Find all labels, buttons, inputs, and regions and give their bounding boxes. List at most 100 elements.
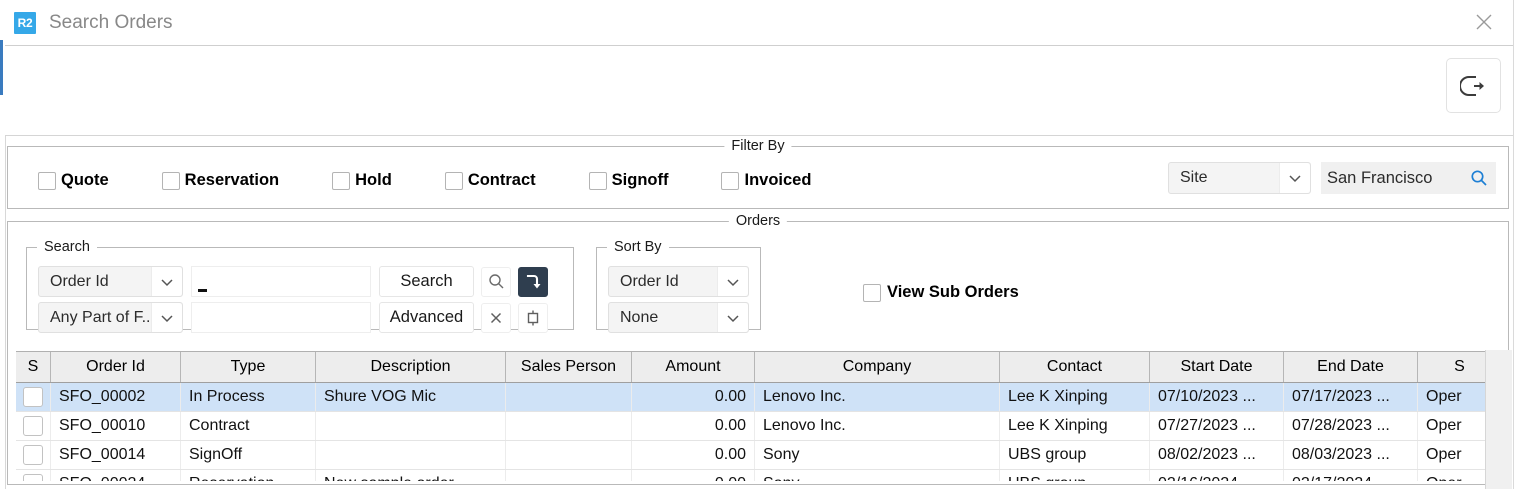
- cell-sales-person: [506, 383, 632, 411]
- row-select-cell[interactable]: [16, 470, 51, 481]
- chevron-down-icon[interactable]: [717, 303, 748, 332]
- filter-by-group: Filter By Quote Reservation Hold Contrac…: [7, 138, 1509, 209]
- cell-amount: 0.00: [632, 412, 755, 440]
- filter-label-signoff: Signoff: [611, 171, 669, 189]
- filter-checkbox-contract[interactable]: Contract: [444, 171, 536, 190]
- orders-legend: Orders: [728, 213, 788, 229]
- cell-description: Shure VOG Mic: [316, 383, 506, 411]
- checkbox-box[interactable]: [721, 171, 740, 190]
- exit-button[interactable]: [1446, 58, 1501, 113]
- cell-order-id: SFO_00014: [51, 441, 181, 469]
- checkbox-box[interactable]: [332, 171, 351, 190]
- row-select-cell[interactable]: [16, 383, 51, 411]
- search-input[interactable]: [191, 266, 371, 297]
- chevron-down-icon[interactable]: [151, 303, 182, 332]
- column-header-description[interactable]: Description: [316, 352, 506, 382]
- page-title: Search Orders: [49, 11, 173, 33]
- cell-contact: Lee K Xinping: [1000, 412, 1150, 440]
- frame-button[interactable]: [518, 302, 548, 333]
- filter-checkbox-invoiced[interactable]: Invoiced: [721, 171, 811, 190]
- sort-by-group: Sort By Order Id None: [596, 239, 761, 333]
- cell-order-id: SFO_00024: [51, 470, 181, 481]
- toolbar: [5, 46, 1516, 136]
- sort-primary-select[interactable]: Order Id: [608, 266, 749, 297]
- checkbox-box[interactable]: [161, 171, 180, 190]
- search-secondary-input[interactable]: [191, 302, 371, 333]
- filter-label-contract: Contract: [467, 171, 536, 189]
- view-sub-orders-checkbox[interactable]: View Sub Orders: [863, 283, 1019, 302]
- chevron-down-icon[interactable]: [717, 267, 748, 296]
- row-checkbox[interactable]: [23, 416, 43, 436]
- table-row[interactable]: SFO_00014 SignOff 0.00 Sony UBS group 08…: [16, 441, 1502, 470]
- chevron-down-icon[interactable]: [151, 267, 182, 296]
- close-button[interactable]: [1462, 5, 1506, 39]
- row-checkbox[interactable]: [23, 445, 43, 465]
- cell-type: SignOff: [181, 441, 316, 469]
- table-row[interactable]: SFO_00010 Contract 0.00 Lenovo Inc. Lee …: [16, 412, 1502, 441]
- magnifier-button[interactable]: [481, 266, 511, 297]
- cell-type: Contract: [181, 412, 316, 440]
- row-select-cell[interactable]: [16, 441, 51, 469]
- filter-checkbox-signoff[interactable]: Signoff: [588, 171, 669, 190]
- cell-description: [316, 441, 506, 469]
- cell-end-date: 07/28/2023 ...: [1284, 412, 1418, 440]
- site-value-field[interactable]: San Francisco: [1321, 162, 1496, 194]
- cell-start-date: 02/16/2024 ...: [1150, 470, 1284, 481]
- checkbox-box[interactable]: [863, 283, 881, 302]
- table-vertical-scrollbar[interactable]: [1485, 350, 1512, 489]
- column-header-start-date[interactable]: Start Date: [1150, 352, 1284, 382]
- search-icon[interactable]: [1470, 169, 1488, 192]
- column-header-company[interactable]: Company: [755, 352, 1000, 382]
- filter-by-legend: Filter By: [724, 138, 792, 154]
- filter-label-quote: Quote: [61, 171, 109, 189]
- cell-sales-person: [506, 441, 632, 469]
- close-icon: [490, 312, 502, 323]
- column-header-select[interactable]: S: [16, 352, 51, 382]
- checkbox-box[interactable]: [38, 171, 56, 190]
- cell-contact: UBS group: [1000, 441, 1150, 469]
- cell-end-date: 07/17/2023 ...: [1284, 383, 1418, 411]
- cell-sales-person: [506, 470, 632, 481]
- column-header-order-id[interactable]: Order Id: [51, 352, 181, 382]
- site-select[interactable]: Site: [1168, 162, 1311, 194]
- orders-table: S Order Id Type Description Sales Person…: [16, 351, 1502, 481]
- table-row[interactable]: SFO_00002 In Process Shure VOG Mic 0.00 …: [16, 383, 1502, 412]
- column-header-end-date[interactable]: End Date: [1284, 352, 1418, 382]
- search-row-primary: Order Id Search: [38, 266, 548, 297]
- chevron-down-icon[interactable]: [1279, 163, 1310, 193]
- search-button[interactable]: Search: [379, 266, 474, 297]
- sort-secondary-select[interactable]: None: [608, 302, 749, 333]
- orders-group: Orders Search Order Id Search: [7, 213, 1509, 485]
- column-header-sales-person[interactable]: Sales Person: [506, 352, 632, 382]
- cell-company: Lenovo Inc.: [755, 383, 1000, 411]
- run-search-button[interactable]: [518, 266, 548, 297]
- window-left-edge: [0, 0, 6, 489]
- row-select-cell[interactable]: [16, 412, 51, 440]
- app-logo-icon: R2: [14, 11, 36, 34]
- search-field-select[interactable]: Order Id: [38, 266, 183, 297]
- checkbox-box[interactable]: [444, 171, 463, 190]
- search-match-select[interactable]: Any Part of F...: [38, 302, 183, 333]
- cell-order-id: SFO_00002: [51, 383, 181, 411]
- cell-amount: 0.00: [632, 383, 755, 411]
- text-caret: [198, 289, 207, 292]
- row-checkbox[interactable]: [23, 387, 43, 407]
- checkbox-box[interactable]: [588, 171, 607, 190]
- column-header-type[interactable]: Type: [181, 352, 316, 382]
- search-row-secondary: Any Part of F... Advanced: [38, 302, 548, 333]
- cell-company: Lenovo Inc.: [755, 412, 1000, 440]
- column-header-amount[interactable]: Amount: [632, 352, 755, 382]
- table-row[interactable]: SFO_00024 Reservation New sample order 0…: [16, 470, 1502, 481]
- row-checkbox[interactable]: [23, 474, 43, 481]
- clear-search-button[interactable]: [481, 302, 511, 333]
- filter-checkbox-reservation[interactable]: Reservation: [161, 171, 280, 190]
- column-header-contact[interactable]: Contact: [1000, 352, 1150, 382]
- filter-label-reservation: Reservation: [184, 171, 280, 189]
- advanced-button[interactable]: Advanced: [379, 302, 474, 333]
- search-match-select-value: Any Part of F...: [50, 308, 151, 326]
- filter-checkbox-quote[interactable]: Quote: [38, 171, 109, 190]
- site-filter: Site San Francisco: [1168, 162, 1496, 194]
- table-header-row: S Order Id Type Description Sales Person…: [16, 351, 1502, 383]
- filter-checkbox-hold[interactable]: Hold: [332, 171, 392, 190]
